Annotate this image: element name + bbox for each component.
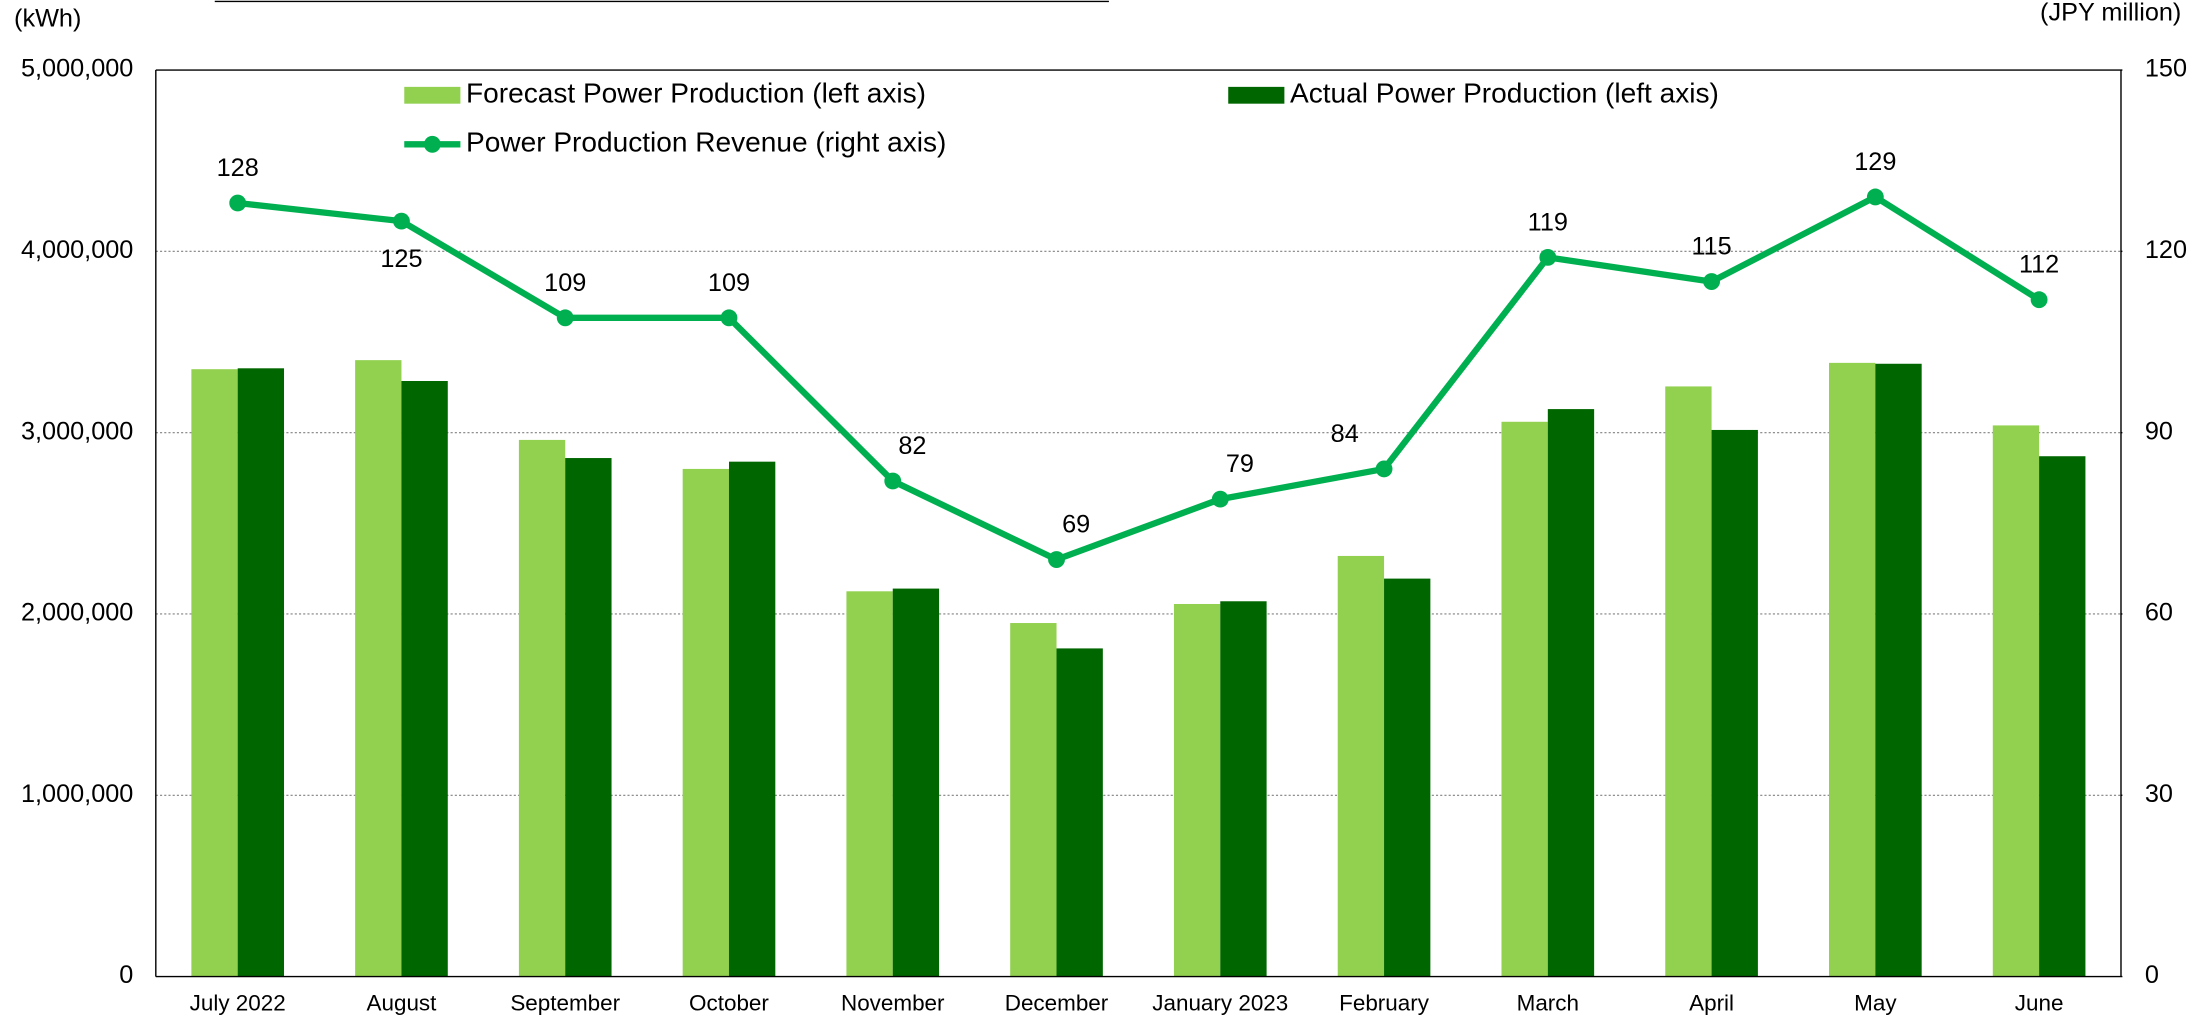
bars [191,360,2086,977]
x-tick-label: March [1517,991,1579,1016]
y-tick-label: 4,000,000 [21,236,133,264]
line-marker [1375,460,1393,478]
data-label: 112 [2019,251,2059,279]
legend: Forecast Power Production (left axis) Act… [404,78,1719,158]
y-tick-label: 3,000,000 [21,417,133,445]
line-marker [1539,248,1557,266]
y2-tick-label: 30 [2145,780,2173,808]
bar [518,439,566,977]
bar [565,458,612,977]
y2-tick-label: 0 [2145,961,2159,989]
x-tick-label: January 2023 [1152,991,1288,1016]
x-tick-label: July 2022 [190,991,286,1016]
line-marker [393,212,410,230]
frame [155,69,2122,978]
bar [2039,456,2086,977]
data-label: 82 [898,432,926,460]
bar [1337,555,1385,977]
bar [892,588,940,977]
y2-tick-label: 60 [2145,599,2173,627]
x-tick-label: May [1854,991,1897,1016]
legend-label: Actual Power Production (left axis) [1290,78,1719,109]
y2-tick-label: 120 [2145,236,2187,264]
bar [728,461,776,977]
y-tick-label: 1,000,000 [21,780,133,808]
x-tick-label: June [2015,991,2064,1016]
line-marker [884,472,902,490]
y-tick-label: 0 [119,961,133,989]
bar [1501,421,1548,977]
bar [846,591,893,977]
legend-marker [423,135,441,153]
x-tick-label: November [841,991,945,1016]
line-marker [1703,273,1720,290]
line-marker [556,309,574,327]
y-axis-label: (kWh) [14,4,81,32]
bar [401,380,448,977]
bar [355,360,402,977]
line-marker [1048,551,1065,568]
y2-axis-label: (JPY million) [2040,0,2181,27]
bar [1711,429,1758,977]
bar [1829,362,1876,977]
bar [1665,386,1712,977]
legend-swatch [404,86,461,104]
data-label: 129 [1854,148,1896,176]
legend-swatch [1228,86,1285,104]
x-tick-label: August [367,991,438,1016]
line-marker [1211,490,1229,508]
data-label: 84 [1331,420,1359,448]
data-label: 115 [1691,233,1731,261]
x-tick-label: October [689,991,769,1016]
bar [1173,603,1221,977]
data-label: 119 [1528,208,1568,236]
bar [1384,578,1431,977]
line-marker [2030,291,2048,309]
bar [1992,425,2040,977]
x-tick-label: April [1689,991,1734,1016]
data-label: 109 [544,269,586,297]
bar [682,468,729,977]
line-marker [720,309,738,327]
bar [1056,648,1103,977]
x-tick-label: February [1339,991,1430,1016]
bar [1010,623,1057,977]
data-label: 109 [708,269,750,297]
y2-tick-label: 90 [2145,417,2173,445]
grid [155,250,2121,796]
line-series [237,193,2041,563]
data-label: 128 [217,154,259,182]
data-label: 69 [1062,511,1090,539]
data-label: 125 [380,245,422,273]
y-tick-label: 5,000,000 [21,55,133,83]
y2-tick-label: 150 [2145,55,2187,83]
x-tick-label: December [1005,991,1109,1016]
bar [237,368,285,977]
lines: 128 125 109 109 82 69 79 84 119 115 129 112 [217,148,2059,568]
bar [1875,363,1922,977]
legend-label: Forecast Power Production (left axis) [466,78,926,109]
data-label: 79 [1226,450,1254,478]
legend-label: Power Production Revenue (right axis) [466,127,946,158]
y-tick-label: 2,000,000 [21,599,133,627]
bar [1547,409,1595,977]
x-tick-label: September [510,991,620,1016]
bar [191,369,238,977]
bar [1220,601,1267,977]
line-marker [1866,188,1884,206]
line-marker [229,194,247,212]
